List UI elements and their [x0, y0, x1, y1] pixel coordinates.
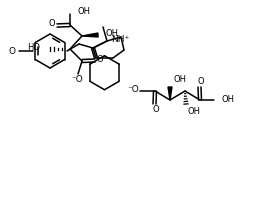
- Text: O: O: [49, 20, 55, 28]
- Text: OH: OH: [222, 95, 235, 103]
- Polygon shape: [82, 33, 98, 37]
- Text: OH: OH: [188, 106, 201, 115]
- Text: HO: HO: [27, 44, 40, 53]
- Text: O: O: [153, 105, 159, 114]
- Text: ⁻O: ⁻O: [127, 86, 139, 95]
- Text: O: O: [198, 76, 204, 86]
- Text: OH: OH: [173, 75, 186, 85]
- Text: NH⁺: NH⁺: [111, 35, 129, 45]
- Polygon shape: [168, 87, 172, 100]
- Text: OH: OH: [77, 8, 90, 17]
- Text: O: O: [97, 56, 103, 64]
- Text: ⁻O: ⁻O: [71, 75, 83, 85]
- Text: O: O: [8, 47, 15, 56]
- Text: OH: OH: [106, 29, 119, 38]
